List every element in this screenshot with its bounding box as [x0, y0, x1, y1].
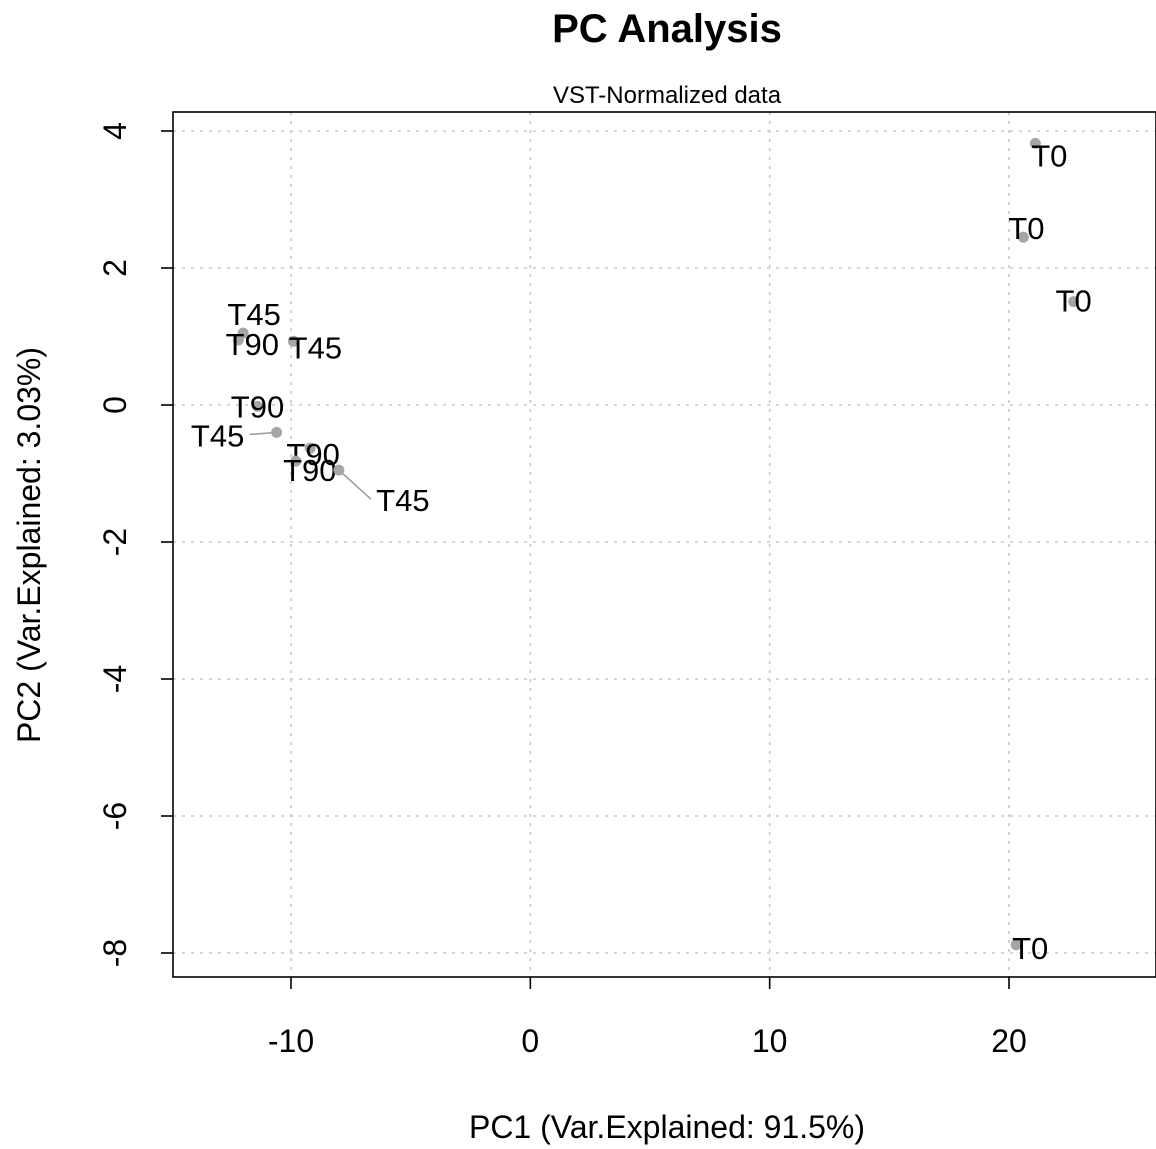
- label-leader-line: [338, 469, 372, 500]
- grid-lines: [173, 112, 1156, 977]
- point-label: T45: [376, 483, 429, 518]
- point-label: T90: [226, 327, 279, 362]
- point-label: T45: [289, 330, 342, 365]
- data-point: [1029, 137, 1041, 149]
- point-label: T0: [1012, 931, 1048, 966]
- data-point: [1068, 296, 1080, 308]
- x-tick-label: 0: [521, 1023, 539, 1059]
- y-tick-label: -8: [97, 939, 133, 967]
- point-label: T0: [1008, 211, 1044, 246]
- data-point: [290, 455, 302, 467]
- point-label: T90: [231, 389, 284, 424]
- data-point: [333, 464, 345, 476]
- y-tick-label: 4: [97, 122, 133, 140]
- chart-title: PC Analysis: [552, 7, 782, 51]
- point-label: T0: [1056, 284, 1092, 319]
- chart-subtitle: VST-Normalized data: [553, 82, 782, 109]
- plot-frame: [172, 111, 1156, 978]
- y-tick-label: 2: [97, 259, 133, 277]
- x-tick-label: 10: [752, 1023, 788, 1059]
- data-point: [232, 334, 244, 346]
- data-point: [304, 442, 316, 454]
- x-tick-label: -10: [268, 1023, 314, 1059]
- data-point: [1010, 939, 1022, 951]
- y-tick-label: -4: [97, 665, 133, 693]
- data-point: [1017, 231, 1029, 243]
- data-point: [271, 426, 283, 438]
- y-axis-label: PC2 (Var.Explained: 3.03%): [11, 347, 47, 743]
- point-label: T45: [191, 418, 244, 453]
- point-label: T45: [227, 297, 280, 332]
- x-axis-label: PC1 (Var.Explained: 91.5%): [469, 1109, 865, 1145]
- y-tick-label: -6: [97, 802, 133, 830]
- x-tick-label: 20: [991, 1023, 1027, 1059]
- y-tick-label: -2: [97, 528, 133, 556]
- point-label: T90: [283, 453, 336, 488]
- point-label: T0: [1031, 138, 1067, 173]
- y-tick-label: 0: [97, 396, 133, 414]
- data-point: [287, 335, 299, 347]
- data-point: [251, 400, 263, 412]
